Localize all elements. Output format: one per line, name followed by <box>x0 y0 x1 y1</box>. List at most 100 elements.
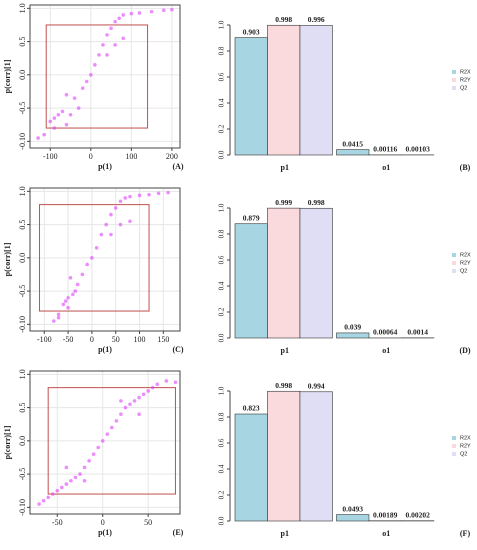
point <box>56 312 61 317</box>
threshold-box <box>45 24 149 129</box>
y-tick-label: 0.4 <box>218 98 226 107</box>
x-axis-label: p(1) <box>98 528 112 537</box>
point <box>113 206 118 210</box>
panel-label: (C) <box>172 345 183 354</box>
x-tick-label: -100 <box>43 152 58 161</box>
point <box>52 126 57 130</box>
point <box>156 191 161 196</box>
y-tick-label: 0.8 <box>218 412 226 421</box>
bar <box>267 24 301 156</box>
point <box>64 465 69 470</box>
legend-swatch <box>452 70 456 74</box>
point <box>164 379 169 383</box>
point <box>82 478 87 483</box>
point <box>121 36 126 41</box>
y-tick-label: 0.0 <box>18 70 27 80</box>
legend-swatch <box>452 78 456 82</box>
legend-label: Q2 <box>460 85 467 91</box>
x-tick-label: 100 <box>134 335 146 344</box>
point <box>166 190 170 195</box>
y-tick-label: 0.2 <box>218 490 226 499</box>
value-label: 0.879 <box>243 213 260 222</box>
point <box>87 458 91 463</box>
x-tick-label: o1 <box>382 163 390 172</box>
point <box>118 199 123 204</box>
value-label: 0.998 <box>308 198 325 207</box>
point <box>123 405 128 410</box>
point <box>60 109 65 114</box>
legend-swatch <box>452 261 456 265</box>
x-axis-label: p(1) <box>98 162 112 171</box>
point <box>64 482 69 486</box>
y-tick-label: 0.2 <box>218 307 226 316</box>
point <box>48 119 53 124</box>
point <box>123 196 128 200</box>
y-tick-label: 0.8 <box>218 46 226 55</box>
point <box>129 11 134 16</box>
bar <box>336 332 370 339</box>
y-tick-label: 1.0 <box>18 186 27 196</box>
x-tick-label: 200 <box>166 152 178 161</box>
point <box>52 116 57 120</box>
y-tick-label: 1.0 <box>218 203 226 212</box>
value-label: 0.823 <box>243 404 260 413</box>
bar <box>299 391 333 522</box>
y-axis-label: p(corr)[1] <box>3 425 12 459</box>
value-label: 0.999 <box>275 198 292 207</box>
legend-label: R2X <box>460 435 471 441</box>
point <box>119 399 123 403</box>
value-label: 0.0493 <box>342 504 363 513</box>
bar <box>234 37 268 156</box>
point <box>72 96 77 100</box>
legend-swatch <box>452 253 456 257</box>
point <box>55 488 60 493</box>
point <box>94 246 99 250</box>
point <box>56 112 61 117</box>
y-tick-label: 0.6 <box>218 438 226 447</box>
y-axis-label: p(corr)[1] <box>3 242 12 276</box>
point <box>61 302 66 307</box>
y-tick-label: 0.2 <box>218 124 226 133</box>
x-tick-label: 0 <box>89 152 93 161</box>
point <box>128 219 132 224</box>
legend-label: R2Y <box>460 443 471 449</box>
x-tick-label: 0 <box>101 518 105 527</box>
x-tick-label: o1 <box>382 346 390 355</box>
bar <box>234 223 268 339</box>
point <box>91 452 96 456</box>
point <box>84 79 89 84</box>
y-tick-label: -0.5 <box>18 102 27 115</box>
point <box>46 495 50 500</box>
plot-frame <box>29 370 181 515</box>
y-tick-label: 1.0 <box>18 3 27 13</box>
y-tick-label: 1.0 <box>218 386 226 395</box>
point <box>173 380 178 385</box>
point <box>42 132 46 137</box>
value-label: 0.903 <box>243 27 260 36</box>
point <box>114 419 119 423</box>
bar <box>299 25 333 156</box>
legend-swatch <box>452 86 456 90</box>
point <box>64 122 69 127</box>
value-label: 0.00189 <box>373 510 398 519</box>
y-tick-label: 0.5 <box>18 37 27 47</box>
point <box>113 43 117 47</box>
point <box>73 289 78 293</box>
value-label: 0.0415 <box>342 139 363 148</box>
point <box>75 282 80 287</box>
y-tick-label: -0.5 <box>18 468 27 481</box>
x-tick-label: 100 <box>125 152 137 161</box>
point <box>66 305 70 310</box>
point <box>52 319 56 323</box>
value-label: 0.00103 <box>406 145 431 154</box>
legend-label: Q2 <box>460 451 467 457</box>
y-tick-label: 0.0 <box>218 516 226 525</box>
point <box>50 492 55 496</box>
bar <box>267 390 301 522</box>
x-tick-label: o1 <box>382 529 390 538</box>
y-axis-label: p(corr)[1] <box>3 59 12 93</box>
value-label: 0.00116 <box>373 145 397 154</box>
x-tick-label: -50 <box>52 518 63 527</box>
point <box>161 8 166 13</box>
point <box>68 275 73 280</box>
